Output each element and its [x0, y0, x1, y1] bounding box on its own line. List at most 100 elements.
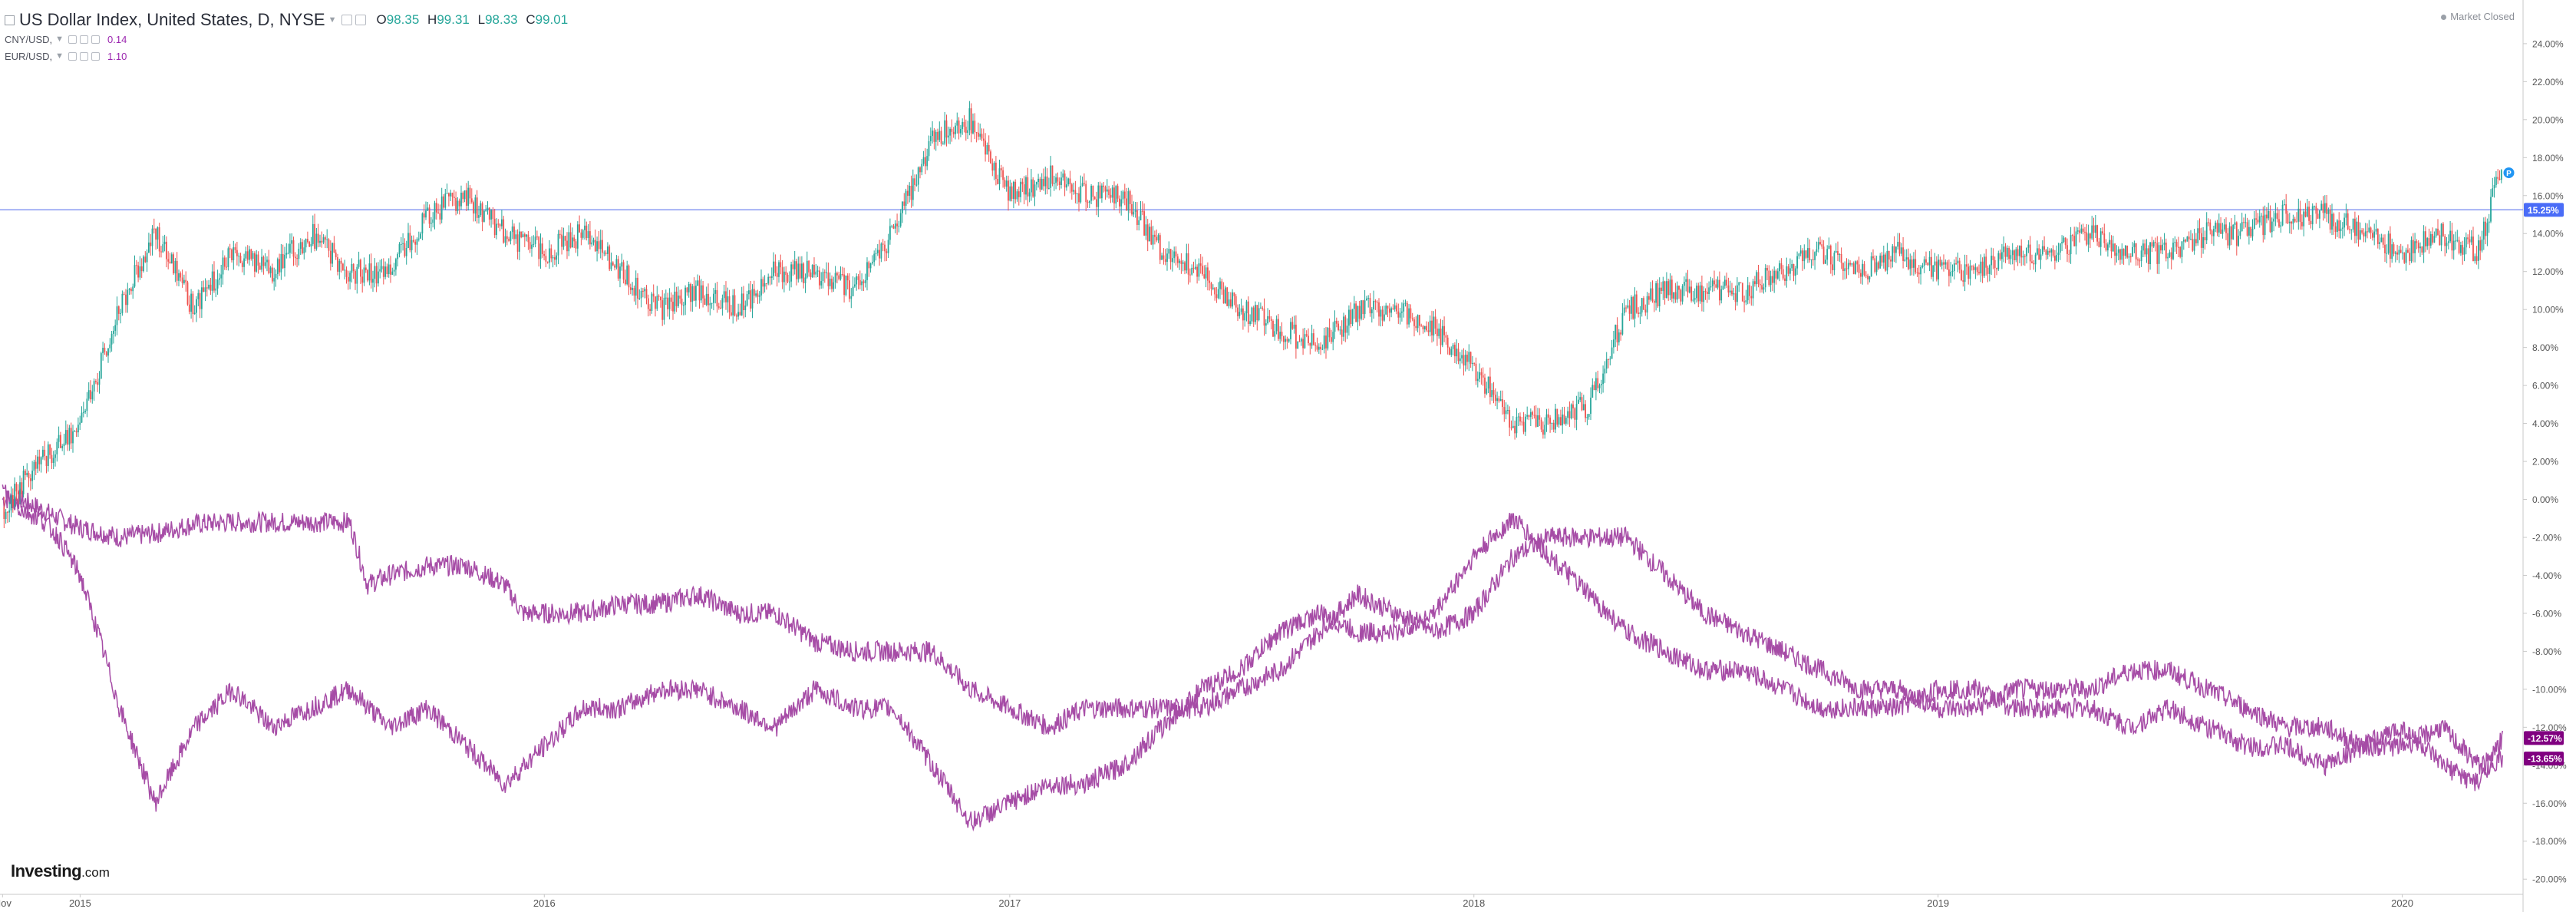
candle-body [1182, 262, 1184, 264]
eye-icon[interactable] [341, 15, 352, 25]
candle-body [993, 162, 995, 171]
candle-body [1018, 191, 1020, 197]
candle-body [1574, 408, 1576, 420]
candle-body [134, 265, 136, 287]
candle-body [170, 254, 173, 264]
candle-body [352, 263, 355, 272]
candle-body [1519, 416, 1521, 422]
candle-body [2317, 213, 2319, 219]
candle-body [697, 280, 699, 286]
candle-body [241, 263, 243, 267]
candle-body [1600, 384, 1602, 385]
candle-body [717, 306, 720, 308]
candle-body [949, 128, 951, 136]
candle-body [2144, 243, 2146, 255]
candle-body [239, 256, 242, 263]
close-icon[interactable] [91, 51, 101, 61]
main-symbol-title[interactable]: US Dollar Index, United States, D, NYSE [19, 10, 325, 29]
candle-body [1334, 320, 1336, 332]
candle-body [219, 278, 220, 280]
candle-body [2080, 228, 2083, 233]
candlestick-series [3, 101, 2502, 528]
settings-icon[interactable] [80, 35, 89, 44]
chevron-down-icon[interactable]: ▼ [328, 15, 337, 25]
candle-body [1625, 307, 1627, 309]
candle-body [1388, 308, 1390, 313]
chevron-down-icon[interactable]: ▼ [55, 35, 64, 44]
candle-body [1872, 256, 1874, 259]
settings-icon[interactable] [80, 51, 89, 61]
candle-body [1855, 261, 1856, 274]
candle-body [180, 273, 182, 278]
candle-body [1904, 259, 1906, 261]
candle-body [735, 315, 737, 317]
candle-body [1023, 184, 1025, 195]
eye-icon[interactable] [68, 35, 78, 44]
settings-icon[interactable] [355, 15, 366, 25]
candle-body [1816, 249, 1818, 253]
candle-body [79, 422, 81, 425]
candle-body [110, 333, 113, 345]
candle-body [1152, 234, 1154, 245]
candle-body [1551, 422, 1553, 424]
candle-body [758, 295, 760, 297]
candle-body [1591, 385, 1594, 398]
candle-body [1856, 261, 1859, 265]
candle-body [2147, 248, 2149, 264]
series-symbol-eur[interactable]: EUR/USD, [5, 50, 53, 62]
candle-body [1909, 259, 1911, 269]
candle-body [1535, 415, 1537, 427]
candle-body [1678, 286, 1680, 290]
candle-body [1618, 332, 1620, 342]
series-symbol-cny[interactable]: CNY/USD, [5, 33, 53, 45]
candle-body [35, 461, 37, 469]
candle-body [1278, 319, 1279, 339]
candle-body [67, 430, 68, 445]
candle-body [375, 266, 378, 284]
candle-body [1228, 299, 1230, 306]
y-tick-label: 12.00% [2532, 266, 2564, 277]
candle-body [305, 239, 307, 248]
candle-body [1898, 242, 1901, 254]
candle-body [2364, 231, 2367, 236]
candle-body [1694, 298, 1696, 300]
candle-body [705, 293, 707, 305]
candle-body [1199, 263, 1202, 266]
candle-body [702, 285, 704, 299]
candle-body [216, 279, 219, 289]
candle-body [1080, 186, 1082, 203]
candle-body [1106, 189, 1108, 192]
candle-body [1327, 327, 1329, 349]
candle-body [2432, 234, 2433, 243]
candle-body [947, 135, 949, 138]
candle-body [945, 120, 948, 138]
candle-body [1667, 281, 1670, 296]
candle-body [146, 253, 148, 263]
candle-body [695, 286, 697, 301]
candle-body [951, 128, 953, 132]
candle-body [1729, 290, 1731, 292]
candle-body [1161, 255, 1163, 260]
candle-body [1240, 308, 1242, 312]
eye-icon[interactable] [68, 51, 78, 61]
candle-body [2500, 170, 2502, 180]
compare-badge: -12.57% [2528, 733, 2562, 744]
candle-body [2426, 238, 2429, 246]
candle-body [397, 253, 399, 259]
candle-body [1578, 399, 1579, 405]
candle-body [193, 312, 196, 315]
candle-body [1737, 285, 1738, 302]
candle-body [1133, 211, 1135, 215]
candle-body [1489, 376, 1491, 398]
chevron-down-icon[interactable]: ▼ [55, 51, 64, 61]
candle-body [886, 251, 888, 253]
candle-body [1911, 259, 1913, 268]
candle-body [14, 484, 15, 507]
candle-body [1084, 183, 1085, 184]
collapse-legend-button[interactable] [5, 15, 15, 25]
close-icon[interactable] [91, 35, 101, 44]
candle-body [1436, 329, 1438, 336]
candle-body [2370, 227, 2372, 233]
